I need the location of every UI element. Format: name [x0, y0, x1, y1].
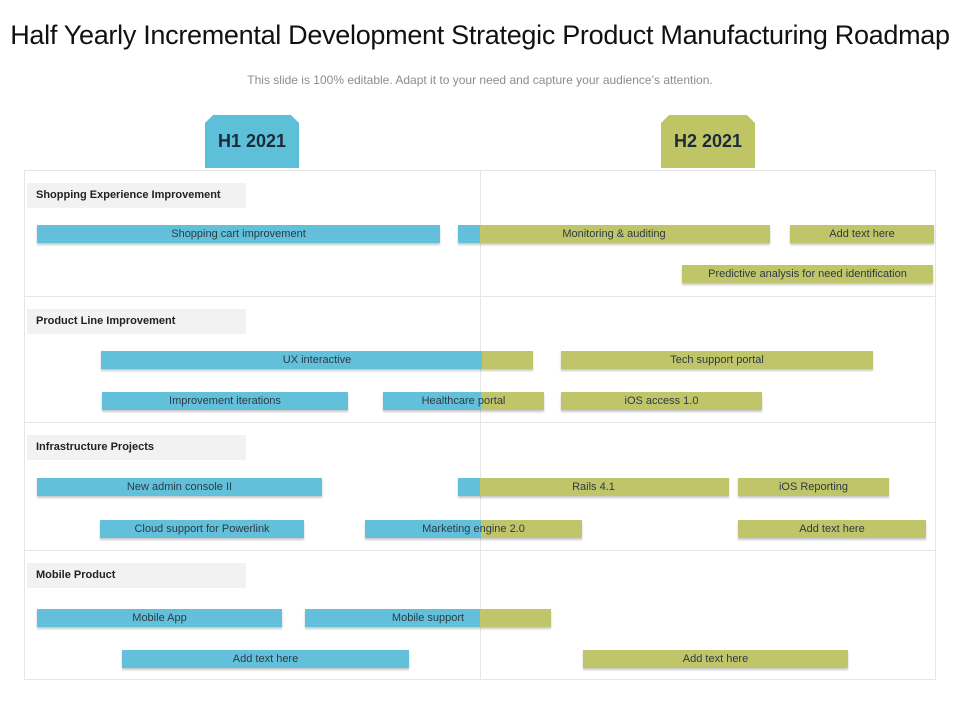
bar-mobile-support: Mobile support: [305, 609, 551, 627]
bar-mobile-app: Mobile App: [37, 609, 282, 627]
section-label-mobile: Mobile Product: [27, 563, 246, 588]
bar-rails: Rails 4.1: [458, 478, 729, 496]
period-tag-h2: H2 2021: [661, 115, 755, 168]
bar-add-text: Add text here: [583, 650, 848, 668]
section-label-product-line: Product Line Improvement: [27, 309, 246, 334]
bar-ux-interactive: UX interactive: [101, 351, 533, 369]
period-tag-h1: H1 2021: [205, 115, 299, 168]
bar-tech-support: Tech support portal: [561, 351, 873, 369]
bar-predictive: Predictive analysis for need identificat…: [682, 265, 933, 283]
page-subtitle: This slide is 100% editable. Adapt it to…: [247, 73, 713, 87]
bar-improvement-iterations: Improvement iterations: [102, 392, 348, 410]
bar-admin-console: New admin console II: [37, 478, 322, 496]
section-label-infrastructure: Infrastructure Projects: [27, 435, 246, 460]
section-label-shopping: Shopping Experience Improvement: [27, 183, 246, 208]
period-divider: [480, 170, 481, 680]
bar-cloud-support: Cloud support for Powerlink: [100, 520, 304, 538]
bar-ios-access: iOS access 1.0: [561, 392, 762, 410]
bar-add-text: Add text here: [738, 520, 926, 538]
row-divider: [24, 296, 936, 297]
bar-marketing-engine: Marketing engine 2.0: [365, 520, 582, 538]
page-title: Half Yearly Incremental Development Stra…: [10, 20, 950, 50]
bar-ios-reporting: iOS Reporting: [738, 478, 889, 496]
bar-add-text: Add text here: [122, 650, 409, 668]
bar-shopping-cart: Shopping cart improvement: [37, 225, 440, 243]
bar-add-text: Add text here: [790, 225, 934, 243]
bar-monitoring: Monitoring & auditing: [458, 225, 770, 243]
bar-healthcare-portal: Healthcare portal: [383, 392, 544, 410]
row-divider: [24, 550, 936, 551]
row-divider: [24, 422, 936, 423]
